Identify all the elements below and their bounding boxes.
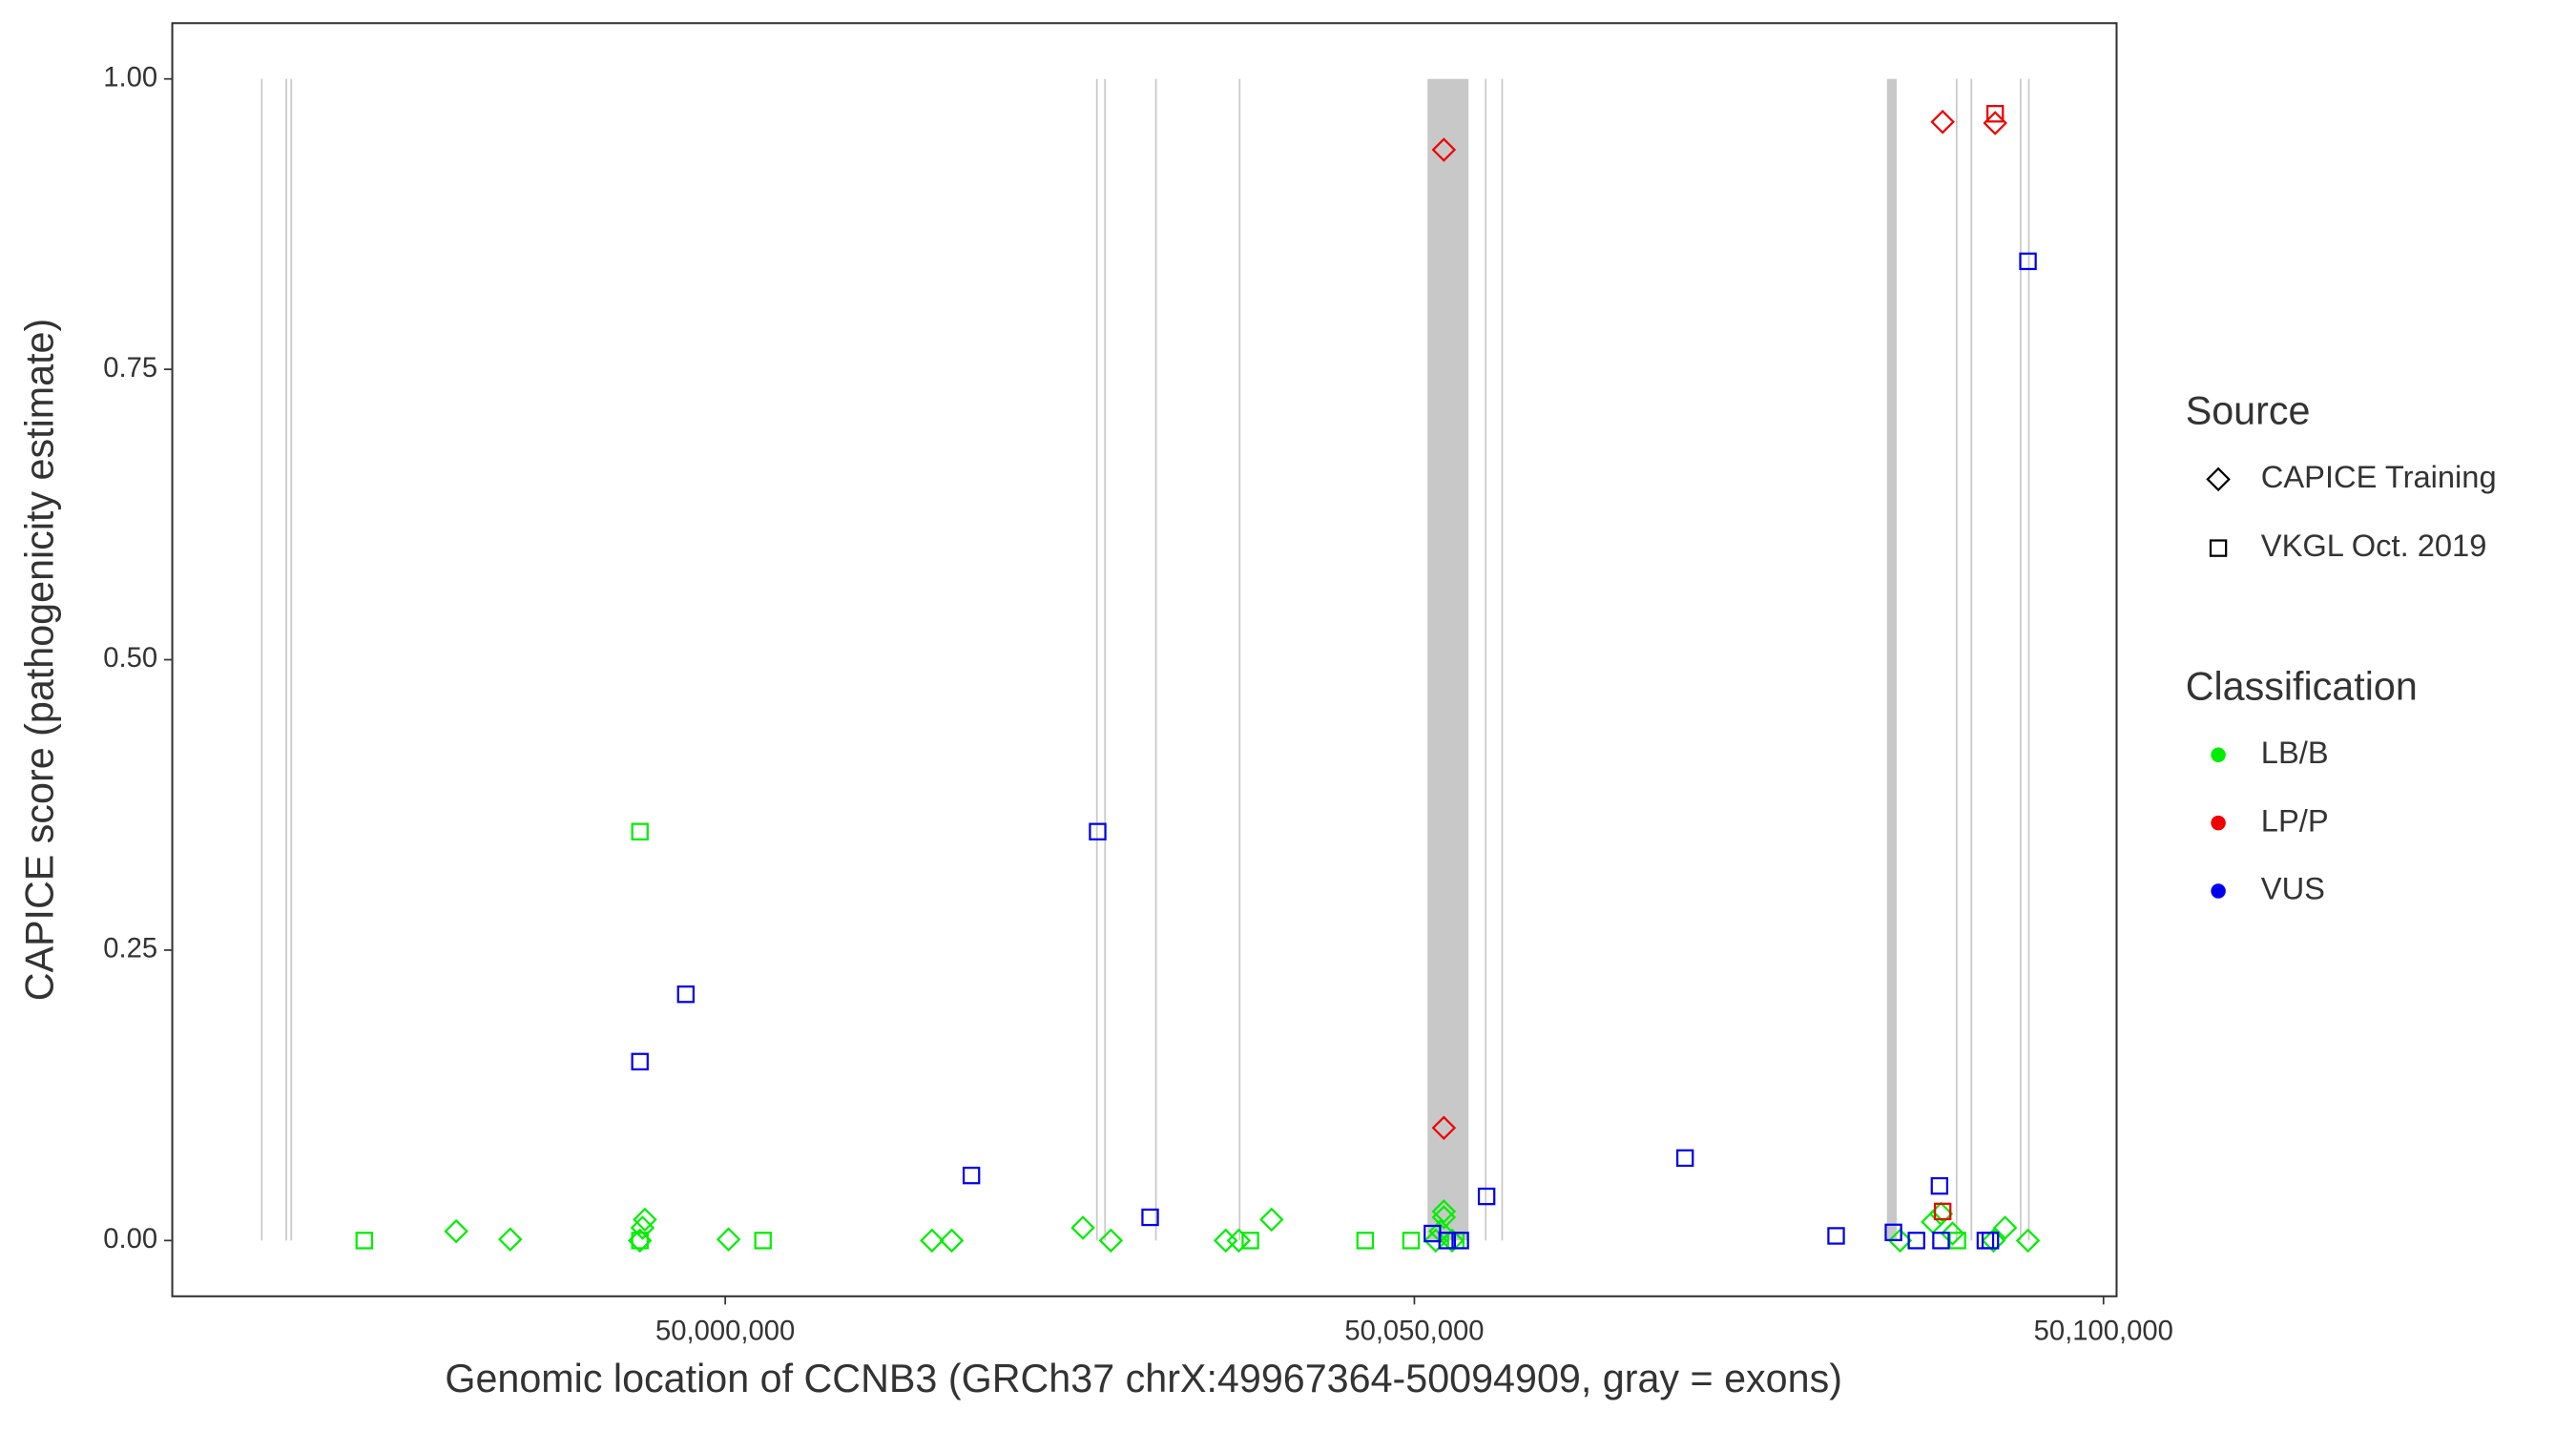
point [1928, 1201, 1954, 1227]
point [1930, 1176, 1949, 1195]
exon [1955, 78, 1958, 1241]
point [1827, 1227, 1845, 1245]
point [1098, 1228, 1124, 1254]
legend-key [2211, 747, 2226, 763]
exon [1427, 78, 1469, 1241]
legend-title: Classification [2186, 664, 2418, 708]
point [631, 1232, 649, 1250]
point [630, 1215, 655, 1240]
point [1070, 1215, 1095, 1240]
point [2015, 1228, 2041, 1254]
exon [1104, 78, 1107, 1241]
y-tick-label: 1.00 [103, 62, 157, 93]
point [633, 1207, 657, 1233]
point [676, 985, 696, 1004]
x-tick-label: 50,100,000 [2034, 1316, 2173, 1346]
point [1477, 1187, 1496, 1206]
point [1675, 1149, 1694, 1168]
exon [260, 78, 263, 1241]
point [962, 1166, 981, 1185]
legend-label: CAPICE Training [2261, 459, 2497, 494]
legend-key [2209, 539, 2228, 557]
point [1992, 1215, 2018, 1240]
point [1940, 1221, 1965, 1246]
point [1976, 1232, 1995, 1250]
point [1141, 1208, 1159, 1227]
legend-label: LB/B [2261, 735, 2329, 770]
point [627, 1228, 653, 1254]
point [1423, 1228, 1448, 1254]
point [631, 1052, 649, 1071]
point [1921, 1210, 1945, 1234]
point [1932, 1232, 1950, 1250]
point [1981, 1228, 2006, 1254]
exon [1485, 78, 1487, 1241]
point [1933, 1202, 1952, 1221]
y-tick-label: 0.50 [103, 643, 157, 674]
point [631, 822, 649, 840]
exon [2027, 78, 2030, 1241]
point [754, 1232, 772, 1250]
y-tick-label: 0.00 [103, 1224, 157, 1255]
legend-title: Source [2186, 388, 2311, 432]
point [1431, 1199, 1457, 1224]
exon [1501, 78, 1504, 1241]
legend-key [2211, 883, 2226, 899]
legend-key [2206, 467, 2231, 492]
point [1431, 1115, 1457, 1140]
legend-label: LP/P [2261, 802, 2329, 838]
point [1431, 137, 1457, 162]
point [716, 1227, 741, 1252]
exon [1095, 78, 1098, 1241]
point [939, 1228, 965, 1254]
point [1213, 1228, 1238, 1254]
y-tick-label: 0.25 [103, 934, 157, 964]
x-axis-label: Genomic location of CCNB3 (GRCh37 chrX:4… [445, 1357, 1842, 1400]
point [444, 1218, 468, 1244]
point [1438, 1232, 1457, 1250]
point [920, 1228, 945, 1254]
point [1402, 1232, 1421, 1250]
point [1981, 1232, 2000, 1250]
point [1986, 105, 2005, 123]
exon [1886, 78, 1898, 1241]
point [1356, 1232, 1375, 1250]
point [1907, 1232, 1925, 1250]
point [1440, 1228, 1465, 1254]
point [355, 1232, 374, 1250]
legend-label: VUS [2261, 871, 2325, 906]
legend-label: VKGL Oct. 2019 [2261, 528, 2487, 563]
legend-key [2211, 815, 2226, 831]
exon [1970, 78, 1973, 1241]
exon [1154, 78, 1157, 1241]
y-axis-label: CAPICE score (pathogenicity estimate) [18, 319, 62, 1002]
point [1451, 1232, 1469, 1250]
point [2019, 252, 2037, 271]
point [1930, 110, 1955, 135]
y-tick-label: 0.75 [103, 353, 157, 384]
point [1431, 1205, 1457, 1230]
point [1089, 822, 1107, 840]
x-tick-label: 50,000,000 [655, 1316, 795, 1346]
exon [290, 78, 293, 1241]
point [498, 1227, 523, 1252]
point [1259, 1207, 1284, 1233]
point [1226, 1228, 1252, 1254]
point [1884, 1223, 1902, 1242]
x-tick-label: 50,050,000 [1344, 1316, 1484, 1346]
point [1887, 1228, 1913, 1254]
exon [2020, 78, 2022, 1241]
exon [1238, 78, 1241, 1241]
exon [285, 78, 287, 1241]
plot-border [171, 22, 2118, 1297]
point [1241, 1232, 1259, 1250]
